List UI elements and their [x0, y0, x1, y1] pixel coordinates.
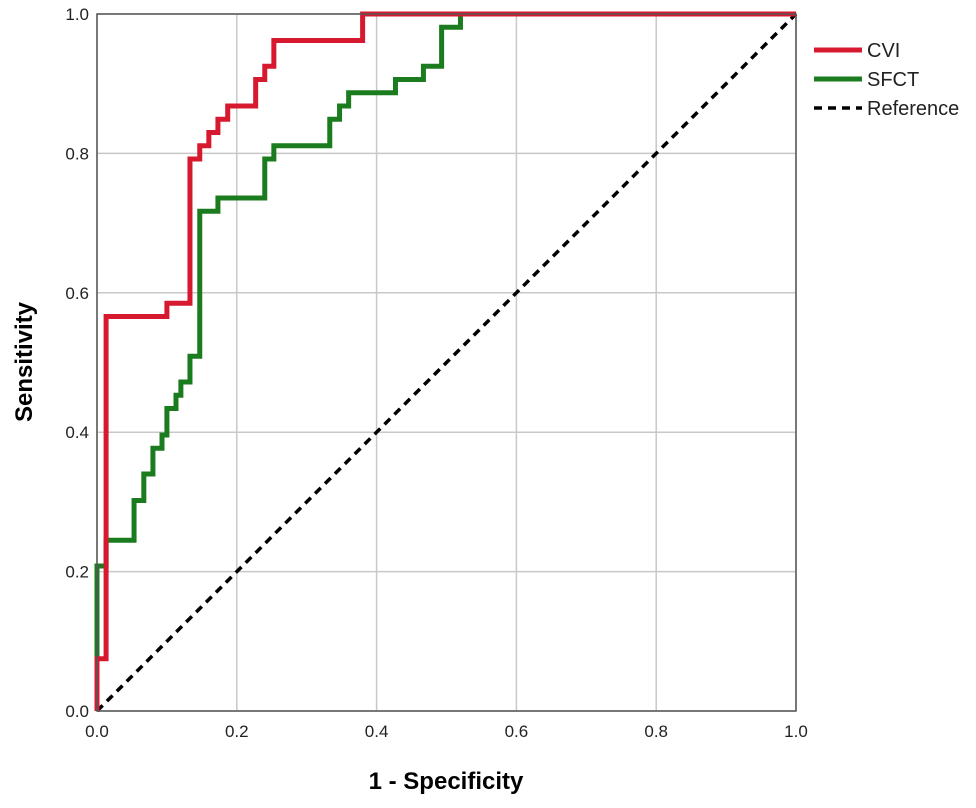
series-lines: [94, 11, 798, 713]
legend-label-sfct: SFCT: [867, 69, 919, 91]
x-tick-label: 0.6: [505, 722, 529, 741]
series-line-cvi: [94, 11, 796, 711]
y-tick-label: 0.2: [65, 563, 89, 582]
x-tick-labels: 0.0 0.2 0.4 0.6 0.8 1.0: [85, 722, 808, 741]
series-line-reference: [95, 12, 798, 713]
x-tick-label: 0.2: [225, 722, 249, 741]
legend-label-cvi: CVI: [867, 40, 900, 62]
legend-label-reference: Reference: [867, 98, 959, 120]
series-line-sfct: [94, 11, 796, 711]
y-tick-label: 0.4: [65, 423, 89, 442]
legend: CVI SFCT Reference: [814, 40, 959, 120]
x-tick-label: 1.0: [784, 722, 808, 741]
y-tick-label: 0.0: [65, 702, 89, 721]
y-tick-labels: 0.0 0.2 0.4 0.6 0.8 1.0: [65, 5, 89, 721]
y-tick-label: 0.8: [65, 144, 89, 163]
x-tick-label: 0.4: [365, 722, 389, 741]
x-tick-label: 0.8: [644, 722, 668, 741]
y-tick-label: 0.6: [65, 284, 89, 303]
plot-frame: [96, 13, 797, 712]
y-axis-title: Sensitivity: [11, 301, 38, 422]
x-tick-label: 0.0: [85, 722, 109, 741]
y-tick-label: 1.0: [65, 5, 89, 24]
grid-lines: [96, 13, 797, 712]
x-axis-title: 1 - Specificity: [369, 768, 524, 795]
